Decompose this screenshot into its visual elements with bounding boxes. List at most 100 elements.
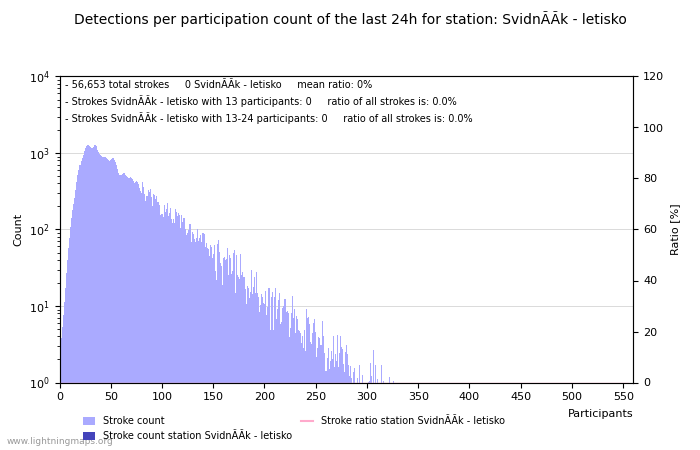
Bar: [141, 193, 142, 450]
Bar: [106, 158, 107, 450]
Bar: [176, 212, 177, 450]
Bar: [370, 376, 372, 450]
Bar: [399, 382, 400, 450]
Bar: [595, 382, 596, 450]
Bar: [507, 382, 508, 450]
Bar: [124, 174, 125, 450]
Bar: [623, 382, 624, 450]
Bar: [149, 192, 150, 450]
Bar: [91, 148, 92, 450]
Bar: [551, 382, 552, 450]
Bar: [270, 330, 271, 450]
Bar: [547, 382, 548, 450]
Bar: [294, 309, 295, 450]
Bar: [248, 298, 250, 450]
Bar: [288, 338, 290, 450]
Bar: [578, 382, 579, 450]
Bar: [602, 382, 603, 450]
Bar: [443, 382, 444, 450]
Bar: [535, 382, 536, 450]
Bar: [177, 216, 178, 450]
Bar: [351, 378, 352, 450]
Bar: [246, 286, 248, 450]
Bar: [154, 194, 155, 450]
Bar: [142, 182, 143, 450]
Bar: [491, 382, 493, 450]
Bar: [628, 382, 629, 450]
Bar: [354, 368, 355, 450]
Bar: [169, 208, 171, 450]
Bar: [584, 382, 586, 450]
Bar: [328, 369, 330, 450]
Bar: [164, 212, 166, 450]
Bar: [575, 382, 577, 450]
Bar: [233, 253, 235, 450]
Bar: [539, 382, 540, 450]
Bar: [568, 382, 569, 450]
Bar: [350, 366, 351, 450]
Bar: [394, 382, 395, 450]
Bar: [608, 382, 610, 450]
Bar: [500, 382, 502, 450]
Bar: [564, 382, 566, 450]
Bar: [310, 342, 311, 450]
Bar: [416, 382, 418, 450]
Bar: [555, 382, 556, 450]
Bar: [591, 382, 592, 450]
Bar: [219, 252, 220, 450]
Bar: [358, 382, 359, 450]
Bar: [109, 161, 110, 450]
Bar: [464, 382, 465, 450]
Bar: [396, 382, 397, 450]
Bar: [606, 382, 608, 450]
Bar: [447, 382, 449, 450]
Bar: [582, 382, 583, 450]
Bar: [603, 382, 604, 450]
Bar: [392, 382, 393, 450]
Text: - 56,653 total strokes     0 SvidnÃÃk - letisko     mean ratio: 0%
- Strokes Svi: - 56,653 total strokes 0 SvidnÃÃk - leti…: [65, 80, 473, 124]
Bar: [300, 333, 301, 450]
Bar: [583, 382, 584, 450]
Bar: [461, 382, 462, 450]
Bar: [137, 182, 138, 450]
Bar: [414, 382, 416, 450]
Bar: [510, 382, 511, 450]
Bar: [503, 382, 504, 450]
Bar: [232, 270, 233, 450]
Bar: [125, 176, 127, 450]
Bar: [573, 382, 575, 450]
Bar: [433, 382, 434, 450]
Bar: [321, 345, 323, 450]
Bar: [552, 382, 553, 450]
Bar: [241, 275, 242, 450]
Bar: [451, 382, 452, 450]
Bar: [516, 382, 517, 450]
Bar: [533, 382, 535, 450]
Bar: [71, 217, 72, 450]
Bar: [347, 354, 348, 450]
Bar: [357, 378, 358, 450]
Bar: [355, 382, 356, 450]
Bar: [122, 173, 124, 450]
Bar: [524, 382, 526, 450]
Bar: [60, 347, 61, 450]
Bar: [197, 229, 198, 450]
Bar: [422, 382, 423, 450]
Bar: [202, 233, 204, 450]
Bar: [191, 242, 193, 450]
Bar: [95, 144, 96, 450]
Bar: [594, 382, 595, 450]
Bar: [531, 382, 533, 450]
Bar: [147, 197, 148, 450]
Legend: Stroke count, Stroke count station SvidnÃÃk - letisko, Stroke ratio station Svid: Stroke count, Stroke count station Svidn…: [79, 413, 509, 445]
Bar: [226, 259, 227, 450]
Bar: [589, 382, 590, 450]
Bar: [189, 224, 190, 450]
Bar: [259, 312, 260, 450]
Bar: [502, 382, 503, 450]
Bar: [68, 248, 69, 450]
Bar: [600, 382, 601, 450]
Bar: [410, 382, 411, 450]
Bar: [120, 175, 122, 450]
Bar: [118, 173, 120, 450]
